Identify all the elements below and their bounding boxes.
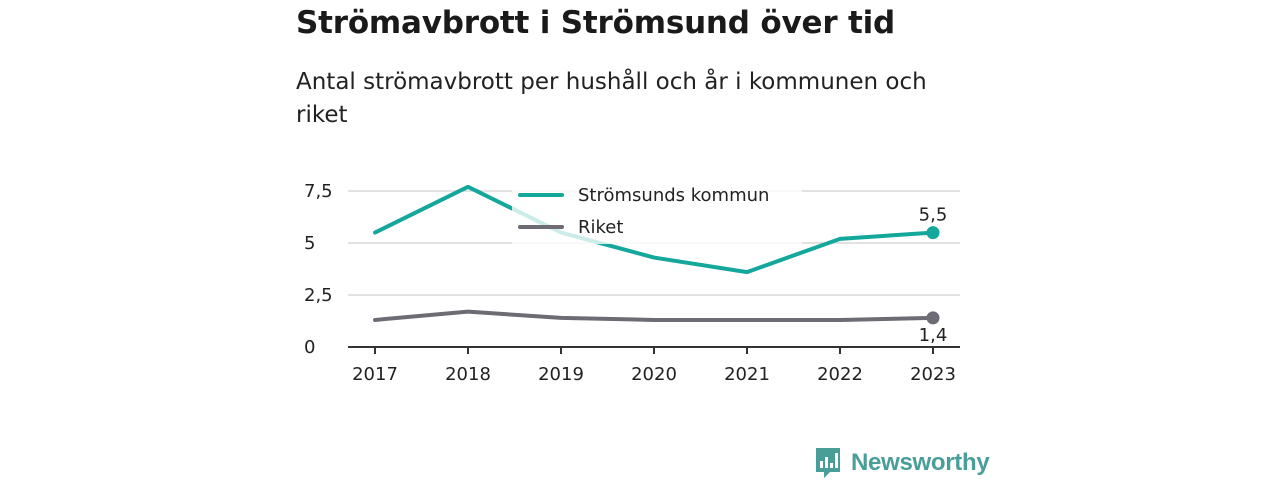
y-tick-label: 2,5 [304,285,333,306]
x-tick-label: 2023 [910,364,956,385]
x-tick-label: 2019 [538,364,584,385]
legend: Strömsunds kommun Riket [512,176,802,244]
x-tick-label: 2022 [817,364,863,385]
series-line-0 [373,184,935,275]
brand-logo: Newsworthy [814,446,990,480]
legend-label-1: Riket [578,217,623,238]
newsworthy-logo-icon [816,448,840,478]
y-tick-label: 7,5 [304,181,333,202]
legend-background [512,176,802,244]
brand-name: Newsworthy [851,449,990,476]
x-tick-label: 2021 [724,364,770,385]
series-end-label-1: 1,4 [919,325,948,346]
series-end-marker-0 [926,226,940,240]
legend-label-0: Strömsunds kommun [578,185,769,206]
series-end-label-0: 5,5 [919,205,948,226]
x-axis: 2017 2018 2019 2020 2021 2022 2023 [348,346,960,385]
series-line-1 [373,309,935,322]
chart-subtitle: Antal strömavbrott per hushåll och år i … [296,69,927,128]
series-lines [373,184,935,322]
x-tick-label: 2017 [352,364,398,385]
series-end-marker-1 [926,311,940,325]
x-tick-label: 2020 [631,364,677,385]
x-tick-label: 2018 [445,364,491,385]
chart-title: Strömavbrott i Strömsund över tid [296,5,896,41]
y-axis-tick-labels: 0 2,5 5 7,5 [304,181,333,358]
y-tick-label: 0 [304,337,315,358]
series-end-markers: 5,5 1,4 [919,205,948,346]
y-tick-label: 5 [304,233,315,254]
